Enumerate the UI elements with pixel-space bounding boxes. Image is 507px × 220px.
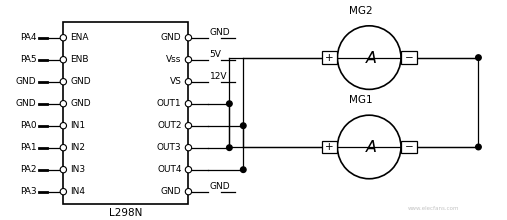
Text: 5V: 5V [209,50,222,59]
Text: GND: GND [161,33,182,42]
Text: A: A [366,51,377,66]
Circle shape [240,123,246,128]
Circle shape [240,167,246,172]
Circle shape [60,79,66,85]
Circle shape [185,189,192,195]
Text: GND: GND [16,99,37,108]
Text: ENB: ENB [70,55,89,64]
Text: PA3: PA3 [20,187,37,196]
Bar [321,141,338,153]
Circle shape [60,101,66,107]
Bar [401,141,417,153]
Circle shape [60,57,66,63]
Text: www.elecfans.com: www.elecfans.com [408,205,459,211]
Circle shape [185,57,192,63]
Text: PA1: PA1 [20,143,37,152]
Text: VS: VS [170,77,182,86]
Text: 12V: 12V [209,72,227,81]
Text: PA4: PA4 [20,33,37,42]
Circle shape [60,35,66,41]
Bar [401,51,417,64]
Circle shape [185,145,192,151]
Text: GND: GND [70,99,91,108]
Text: PA5: PA5 [20,55,37,64]
Text: PA2: PA2 [20,165,37,174]
Text: IN4: IN4 [70,187,85,196]
Circle shape [185,123,192,129]
Text: −: − [405,53,413,63]
Text: OUT1: OUT1 [157,99,182,108]
Text: +: + [325,142,334,152]
Text: GND: GND [70,77,91,86]
Text: GND: GND [16,77,37,86]
Circle shape [476,55,481,60]
Circle shape [185,79,192,85]
Circle shape [227,101,232,106]
Text: GND: GND [209,182,230,191]
Text: L298N: L298N [109,207,142,218]
Text: MG1: MG1 [349,95,373,105]
Text: IN2: IN2 [70,143,85,152]
Circle shape [338,115,401,179]
Circle shape [227,145,232,150]
Circle shape [60,123,66,129]
Bar [63,22,189,204]
Text: A: A [366,140,377,156]
Text: OUT4: OUT4 [157,165,182,174]
Text: ENA: ENA [70,33,89,42]
Circle shape [60,189,66,195]
Text: MG2: MG2 [349,6,373,16]
Text: Vss: Vss [166,55,182,64]
Text: GND: GND [161,187,182,196]
Circle shape [60,145,66,151]
Text: IN3: IN3 [70,165,85,174]
Text: OUT3: OUT3 [157,143,182,152]
Circle shape [185,167,192,173]
Circle shape [476,144,481,150]
Circle shape [338,26,401,89]
Text: IN1: IN1 [70,121,85,130]
Text: PA0: PA0 [20,121,37,130]
Text: GND: GND [209,28,230,37]
Bar [321,51,338,64]
Text: OUT2: OUT2 [157,121,182,130]
Circle shape [185,101,192,107]
Circle shape [60,167,66,173]
Text: −: − [405,142,413,152]
Text: +: + [325,53,334,63]
Circle shape [185,35,192,41]
